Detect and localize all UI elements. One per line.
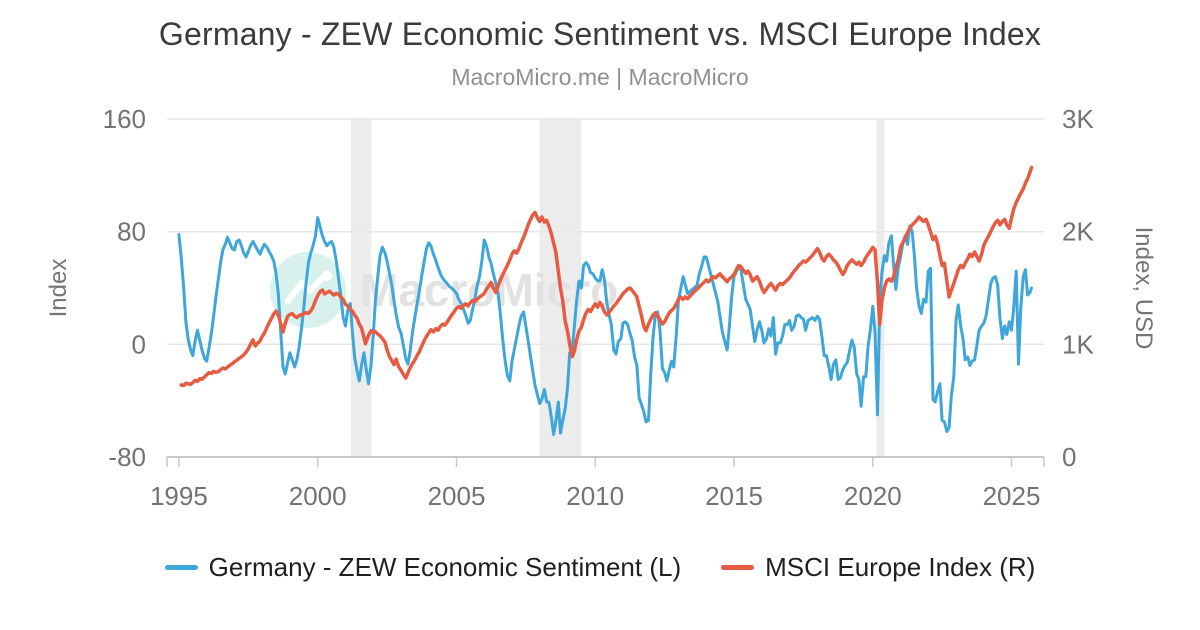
y-right-axis-title: Index, USD <box>1130 227 1157 350</box>
x-tick-label: 2005 <box>428 481 486 511</box>
y-right-tick-label: 3K <box>1062 104 1094 134</box>
x-tick-label: 2000 <box>289 481 347 511</box>
chart-title: Germany - ZEW Economic Sentiment vs. MSC… <box>158 16 1042 52</box>
legend: Germany - ZEW Economic Sentiment (L) MSC… <box>0 552 1200 583</box>
chart-subtitle: MacroMicro.me | MacroMicro <box>451 64 749 90</box>
y-left-tick-label: 80 <box>117 217 146 247</box>
series-layer <box>177 165 1034 436</box>
axes-layer: 160 80 0 -80 3K 2K 1K 0 1995 2000 2005 2010 2015 2020… <box>103 104 1095 511</box>
y-right-tick-label: 1K <box>1062 329 1094 359</box>
x-tick-label: 2015 <box>705 481 763 511</box>
y-left-tick-label: 160 <box>103 104 146 134</box>
gridlines-layer <box>167 118 1044 346</box>
msci-legend-label: MSCI Europe Index (R) <box>765 552 1036 582</box>
legend-item-msci[interactable]: MSCI Europe Index (R) <box>721 552 1035 583</box>
y-right-tick-label: 0 <box>1062 442 1076 472</box>
x-tick-label: 1995 <box>150 481 208 511</box>
y-left-tick-label: 0 <box>132 329 146 359</box>
x-tick-label: 2020 <box>844 481 902 511</box>
zew-legend-label: Germany - ZEW Economic Sentiment (L) <box>208 552 682 582</box>
y-right-tick-label: 2K <box>1062 217 1094 247</box>
y-left-tick-label: -80 <box>108 442 146 472</box>
msci-legend-dash-icon <box>721 565 755 570</box>
zew-legend-dash-icon <box>164 565 198 570</box>
legend-item-zew[interactable]: Germany - ZEW Economic Sentiment (L) <box>164 552 682 583</box>
msci-series-line <box>179 165 1034 388</box>
x-tick-label: 2010 <box>566 481 624 511</box>
x-tick-label: 2025 <box>983 481 1041 511</box>
watermark-logo-dot-icon <box>322 271 332 281</box>
y-left-axis-title: Index <box>45 259 72 318</box>
